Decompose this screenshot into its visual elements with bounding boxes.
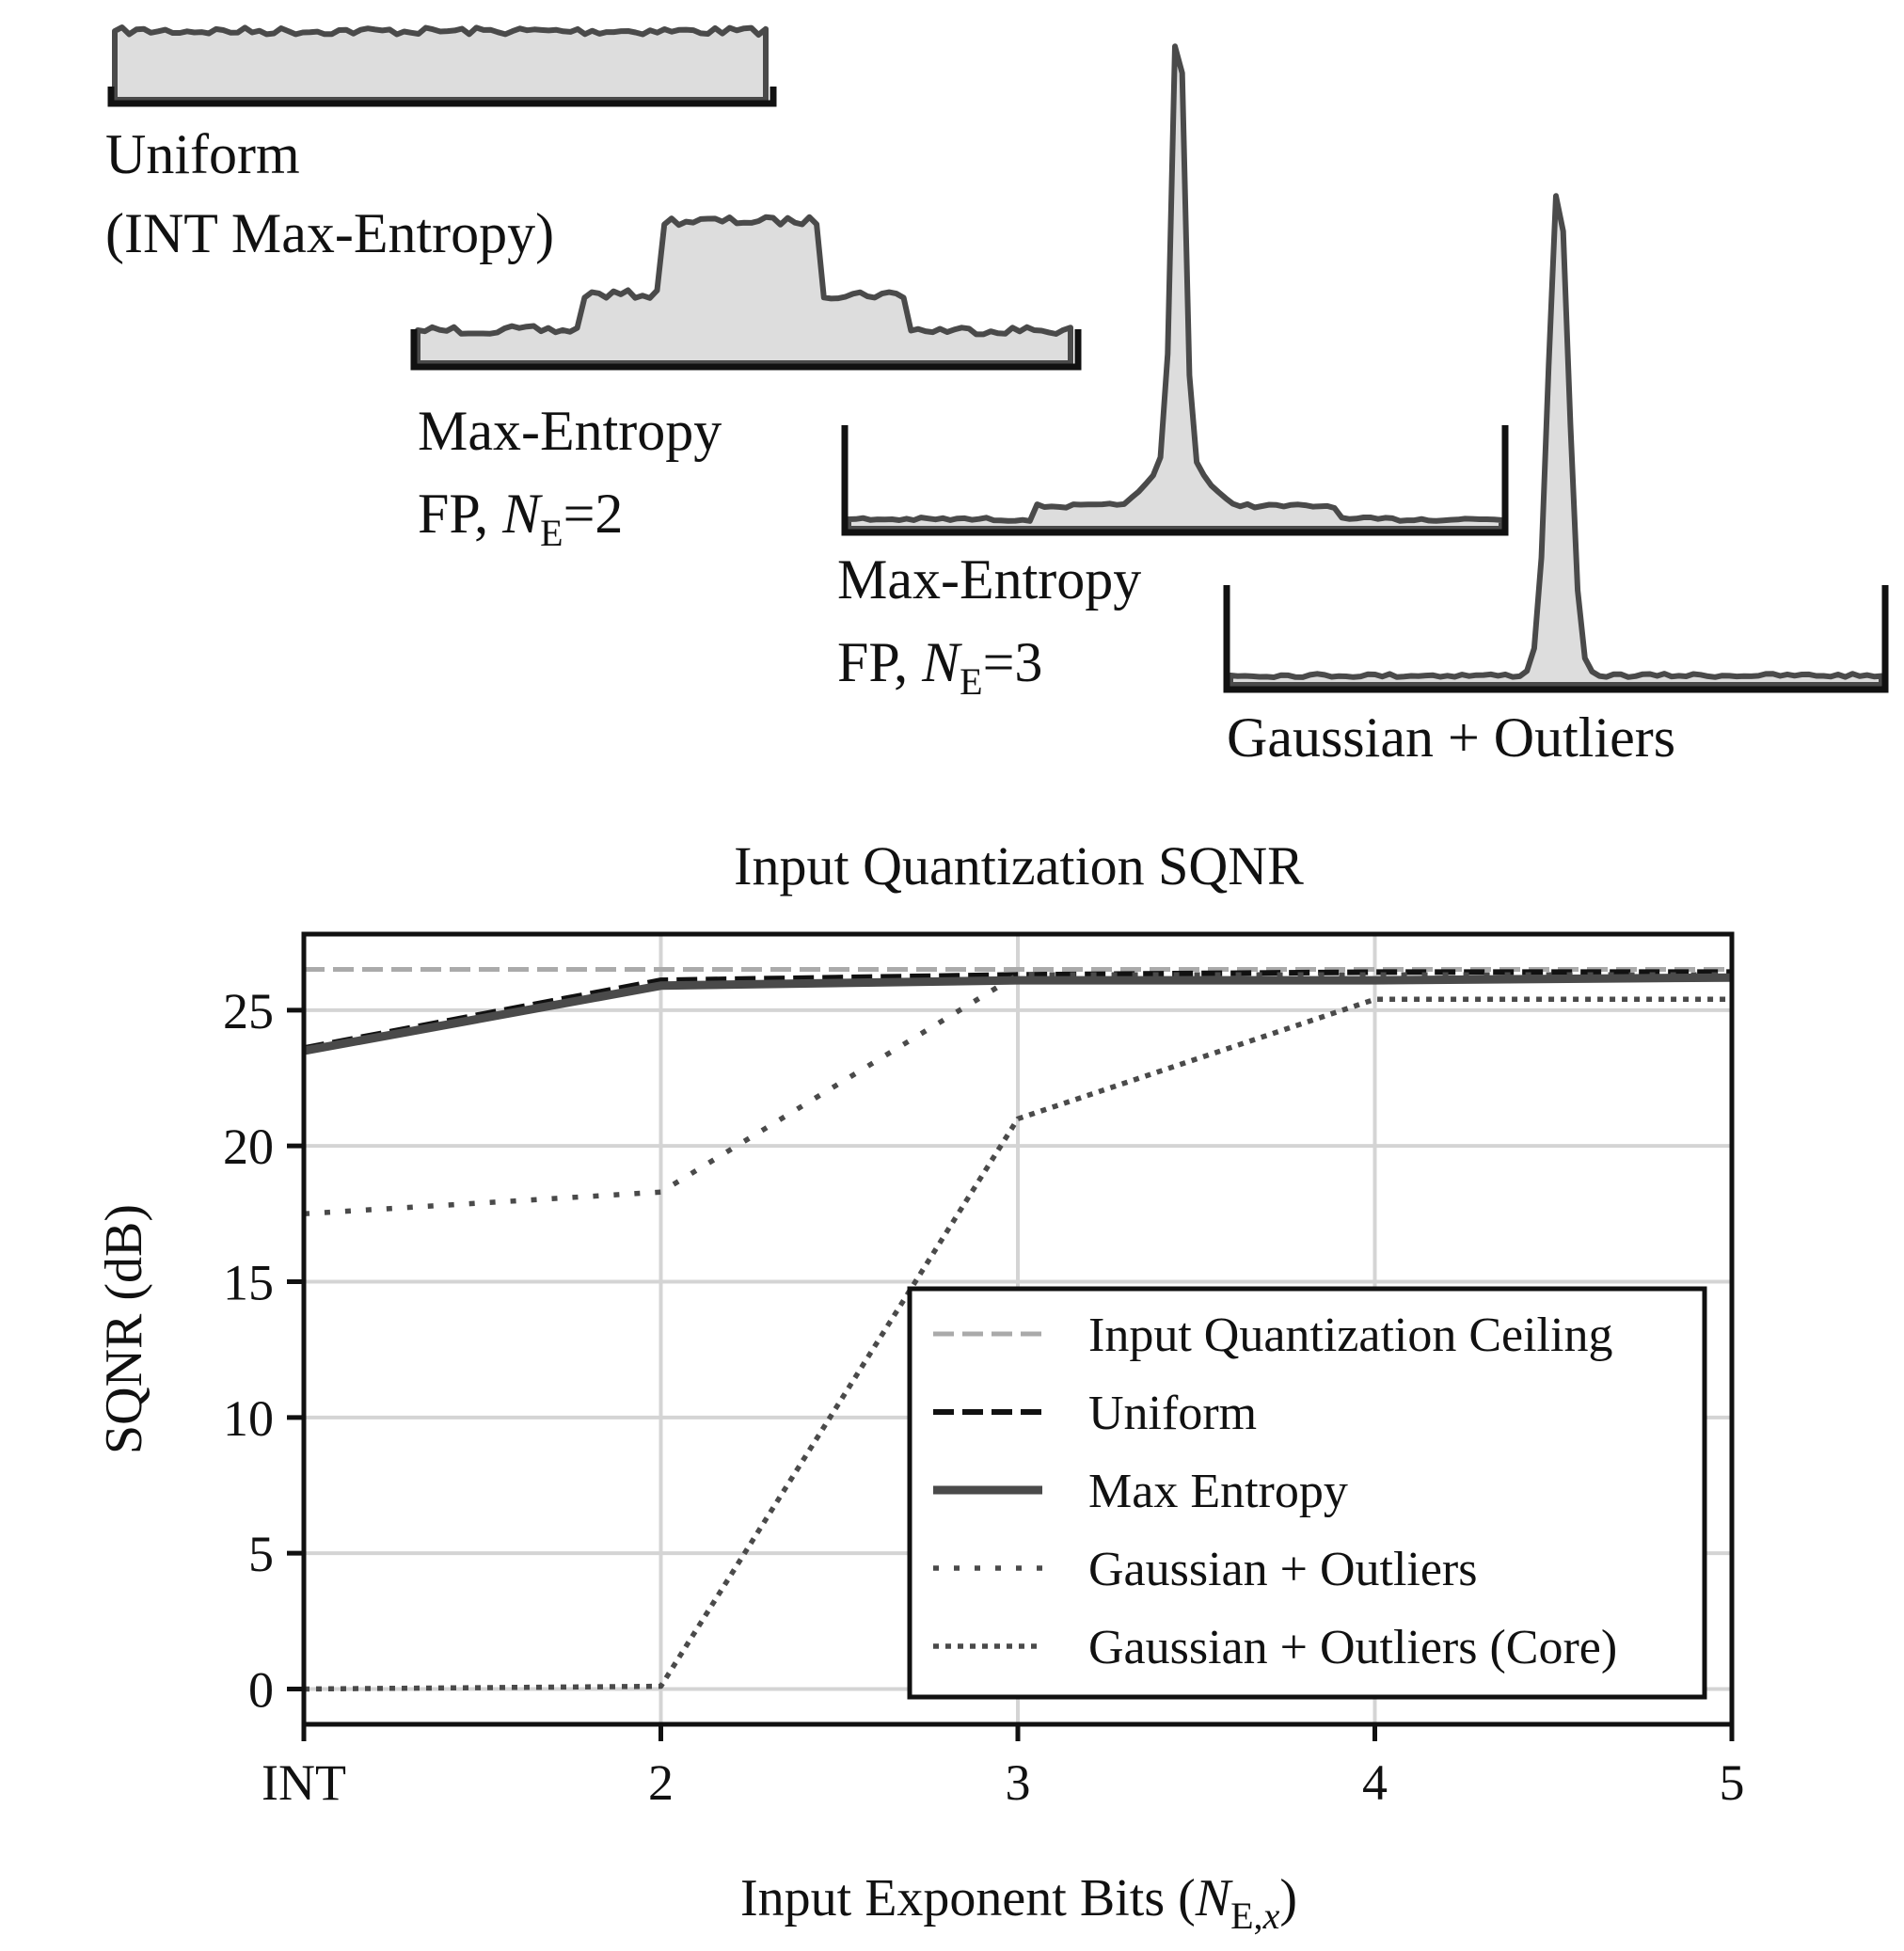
legend-label-max-entropy: Max Entropy <box>1088 1465 1348 1518</box>
legend-label-uniform: Uniform <box>1088 1387 1257 1440</box>
series-line-uniform <box>303 969 1732 1052</box>
y-axis-label: SQNR (dB) <box>95 1204 153 1454</box>
x-tick-label: 2 <box>648 1754 674 1811</box>
x-tick-label: 3 <box>1006 1754 1031 1811</box>
distribution-uniform: Uniform (INT Max-Entropy) <box>105 24 777 264</box>
legend-label-gaussian-outliers: Gaussian + Outliers <box>1088 1543 1478 1596</box>
fp2-label-sub: E <box>540 512 563 554</box>
uniform-histogram <box>112 24 769 103</box>
y-tick-label: 25 <box>223 983 274 1039</box>
y-tick-label: 20 <box>223 1118 274 1175</box>
legend-label-gaussian-outliers-core: Gaussian + Outliers (Core) <box>1088 1621 1617 1674</box>
legend-items: Input Quantization Ceiling Uniform Max Ent… <box>933 1309 1617 1674</box>
x-axis-label-end: ) <box>1279 1869 1297 1927</box>
y-tick-label: 15 <box>223 1254 274 1310</box>
fp2-label-prefix: FP, <box>418 483 502 545</box>
fp3-histogram <box>846 43 1504 531</box>
chart-title: Input Quantization SQNR <box>734 835 1304 896</box>
fp3-label-suffix: =3 <box>983 631 1043 693</box>
fp3-label-prefix: FP, <box>837 631 922 693</box>
gauss-axis-bracket <box>1223 585 1889 693</box>
x-axis-label-sub2: x <box>1262 1895 1280 1937</box>
y-tick-label: 10 <box>223 1390 274 1447</box>
gauss-histogram <box>1228 193 1884 688</box>
distribution-fp3: Max-Entropy FP, NE=3 <box>837 43 1509 703</box>
uniform-axis-bracket <box>107 87 777 107</box>
distribution-fp2: Max-Entropy FP, NE=2 <box>410 214 1082 554</box>
chart-ticks: 0 5 10 15 20 25 INT 2 3 4 5 <box>223 983 1745 1811</box>
chart-series <box>303 967 1733 1692</box>
x-axis-label-main: Input Exponent Bits ( <box>740 1869 1196 1927</box>
y-tick-label: 5 <box>248 1526 274 1582</box>
fp3-axis-bracket <box>841 425 1509 536</box>
fp2-label-line1: Max-Entropy <box>418 400 722 462</box>
x-axis-label-var: N <box>1195 1869 1233 1927</box>
x-tick-label: INT <box>262 1754 346 1811</box>
series-line-gaussian-outliers-core <box>303 996 1732 1692</box>
distribution-gaussian-outliers: Gaussian + Outliers <box>1223 193 1889 769</box>
x-axis-label: Input Exponent Bits (NE,x) <box>740 1869 1297 1937</box>
legend: Input Quantization Ceiling Uniform Max Ent… <box>907 1286 1707 1700</box>
gauss-label: Gaussian + Outliers <box>1227 706 1675 769</box>
x-tick-label: 4 <box>1362 1754 1388 1811</box>
fp2-histogram <box>415 214 1073 366</box>
uniform-label-line1: Uniform <box>105 123 300 185</box>
fp2-label-var: N <box>501 483 543 545</box>
x-tick-label: 5 <box>1720 1754 1745 1811</box>
fp3-label-var: N <box>921 631 962 693</box>
fp2-axis-bracket <box>410 329 1082 371</box>
y-tick-label: 0 <box>248 1661 274 1718</box>
fp3-label-line2: FP, NE=3 <box>837 631 1042 703</box>
fp3-label-sub: E <box>960 660 982 703</box>
uniform-label-line2: (INT Max-Entropy) <box>105 202 554 264</box>
series-line-max-entropy <box>303 973 1733 1055</box>
fp3-label-line1: Max-Entropy <box>837 548 1141 611</box>
legend-label-input-quantization-ceiling: Input Quantization Ceiling <box>1088 1309 1612 1362</box>
fp2-label-suffix: =2 <box>563 483 624 545</box>
x-axis-label-sub: E, <box>1230 1895 1262 1937</box>
fp2-label-line2: FP, NE=2 <box>418 483 623 554</box>
